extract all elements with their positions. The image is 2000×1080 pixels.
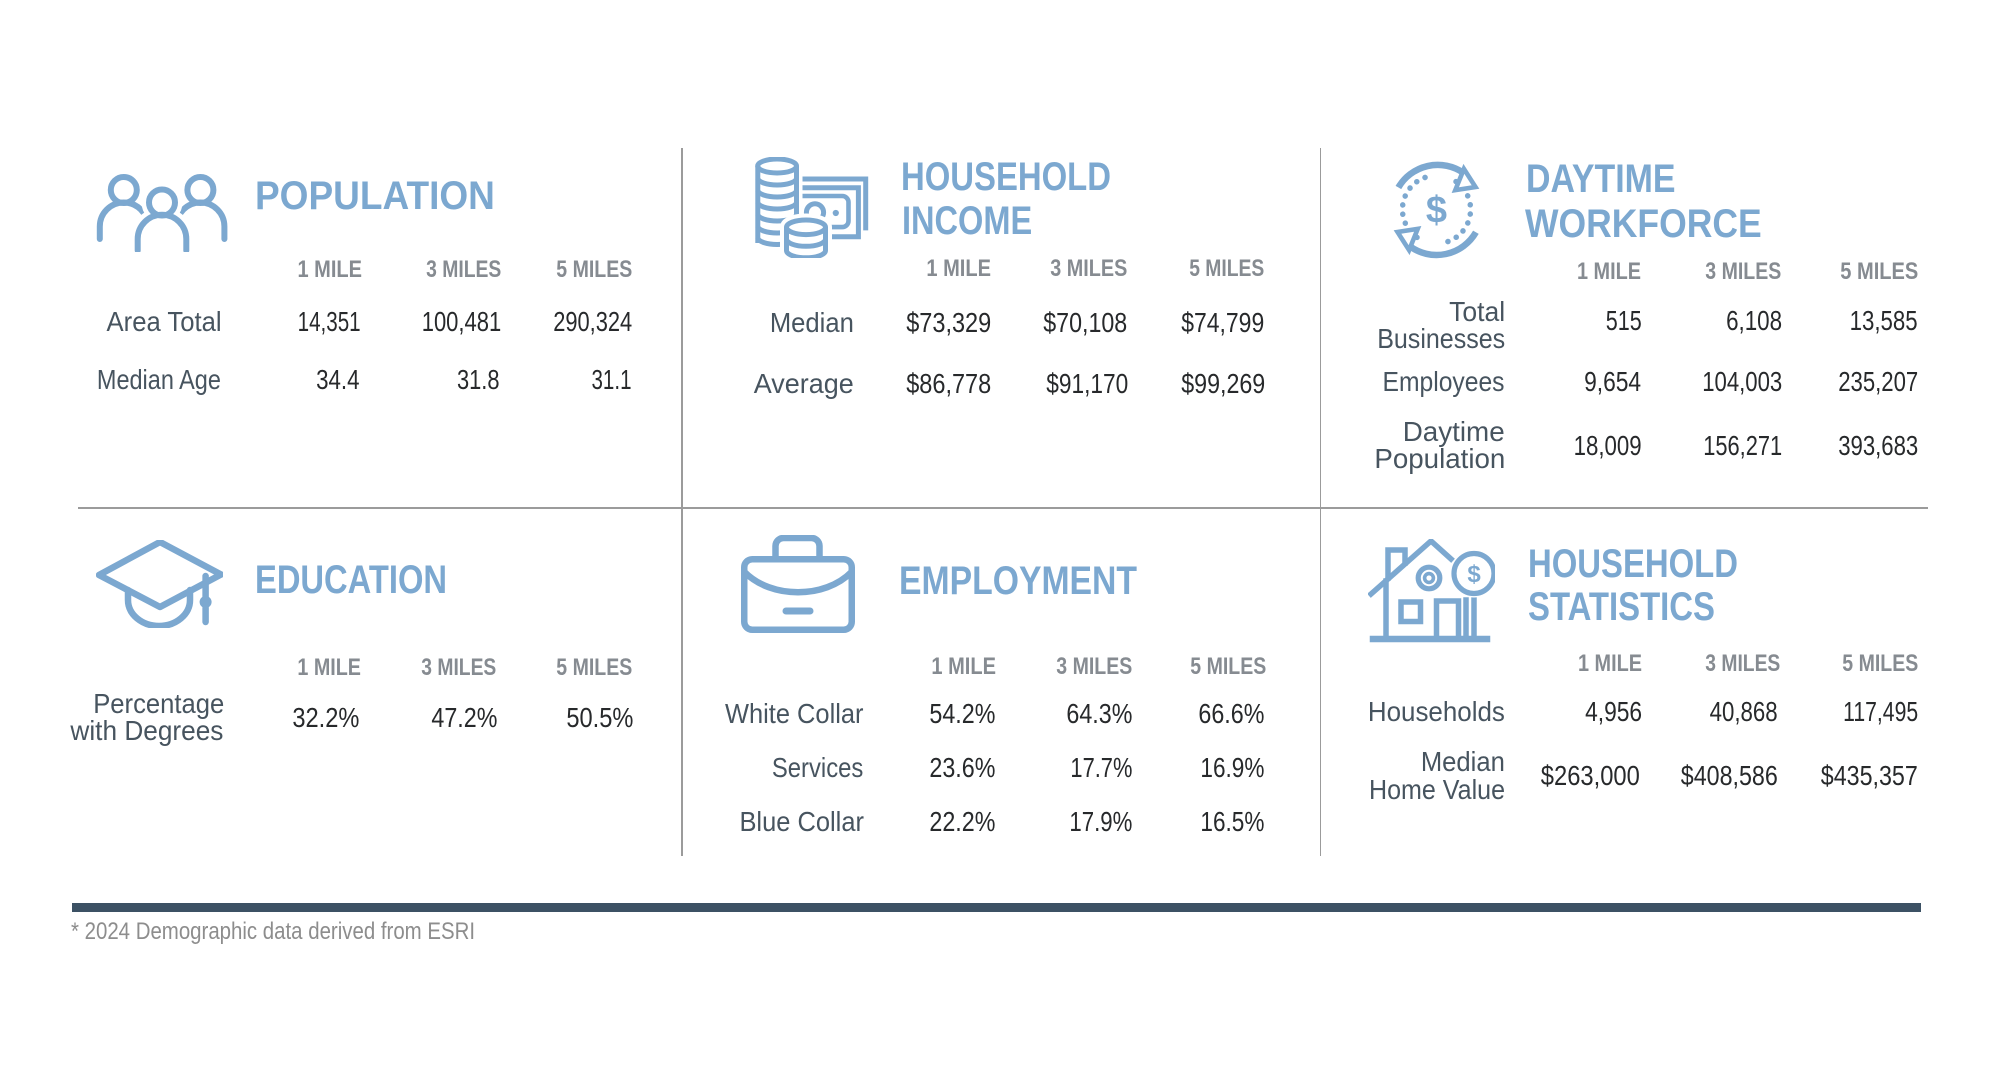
svg-text:$: $	[1467, 561, 1481, 588]
svg-text:$: $	[1426, 190, 1447, 232]
